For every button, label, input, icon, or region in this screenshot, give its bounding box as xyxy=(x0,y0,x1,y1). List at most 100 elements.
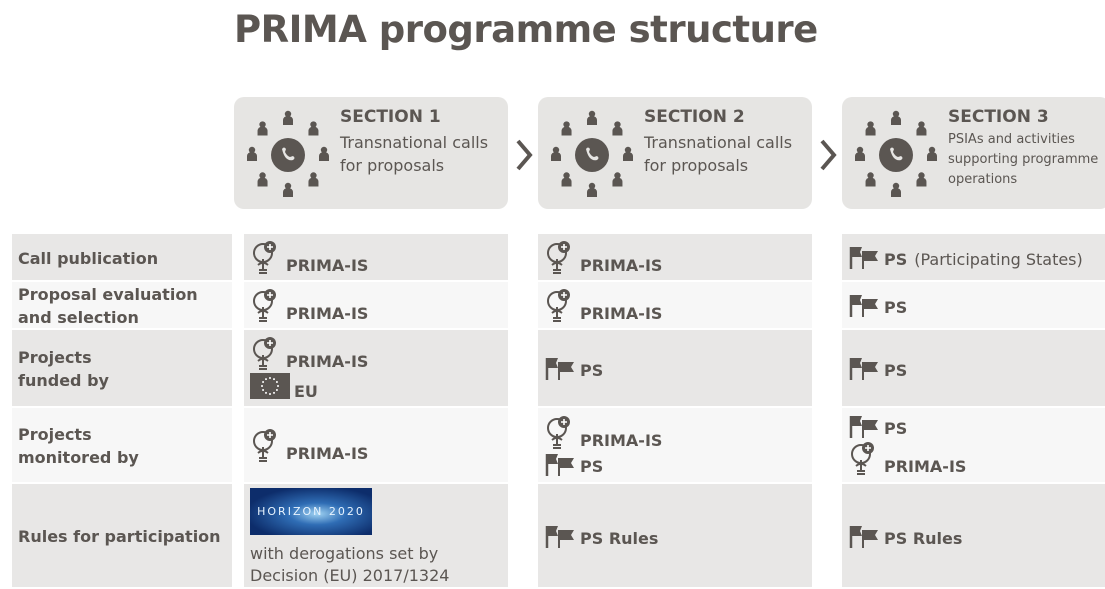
item-text: PRIMA-IS xyxy=(580,304,663,323)
row-label: Rules for participation xyxy=(18,484,221,589)
cell-item: PS xyxy=(544,356,812,380)
prima-icon xyxy=(547,241,570,274)
prima-icon xyxy=(851,442,874,475)
section-label: SECTION 3 xyxy=(948,107,1049,127)
prima-icon xyxy=(253,337,276,370)
flag-icon xyxy=(545,525,574,548)
cell: PS xyxy=(842,282,1105,328)
section-box: SECTION 3 PSIAs and activities supporting … xyxy=(842,97,1105,209)
row-label-line: Rules for participation xyxy=(18,527,221,546)
flag-icon xyxy=(545,454,574,476)
cell-item: PS Rules xyxy=(544,524,812,548)
flag-icon xyxy=(849,525,878,548)
people-icon xyxy=(247,110,329,197)
cell-item: PRIMA-IS xyxy=(250,239,508,275)
prima-icon xyxy=(253,289,276,322)
desc-line: Transnational calls xyxy=(644,133,793,152)
cell-item: PRIMA-IS xyxy=(250,287,508,323)
desc-line: for proposals xyxy=(644,156,749,175)
flag-icon xyxy=(849,295,878,317)
cell-item: PRIMA-IS xyxy=(544,287,812,323)
section-label: SECTION 2 xyxy=(644,107,745,127)
caption: with derogations set by Decision (EU) 20… xyxy=(250,544,450,585)
cell-item: PS xyxy=(848,414,1105,438)
item-note: (Participating States) xyxy=(914,250,1083,269)
cell-item: PS xyxy=(544,452,812,476)
cell: HORIZON 2020 with derogations set by Deci… xyxy=(244,484,508,587)
item-text: PRIMA-IS xyxy=(580,431,663,450)
item-text: PS xyxy=(884,419,908,438)
section-box: SECTION 1 Transnational calls for proposal… xyxy=(234,97,508,209)
row-label-bg xyxy=(12,234,232,280)
section-desc: Transnational calls for proposals xyxy=(644,131,792,177)
item-text: PS xyxy=(884,361,908,380)
section-desc: Transnational calls for proposals xyxy=(340,131,488,177)
item-text: PS xyxy=(884,250,908,269)
row-label: Projects funded by xyxy=(18,330,109,408)
item-text: PRIMA-IS xyxy=(286,444,369,463)
item-text: PS xyxy=(884,298,908,317)
desc-line: supporting programme xyxy=(948,152,1099,167)
item-text: PS Rules xyxy=(884,528,963,548)
row-label-line: monitored by xyxy=(18,448,139,467)
item-text: PRIMA-IS xyxy=(580,256,663,275)
cell: PRIMA-IS xyxy=(538,282,812,328)
item-text: PRIMA-IS xyxy=(286,304,369,323)
flag-icon xyxy=(849,416,878,438)
cell-item: EU xyxy=(250,373,508,401)
cell-item: PRIMA-IS xyxy=(848,440,1105,476)
row-label-bg xyxy=(12,282,232,328)
cell: PS PRIMA-IS xyxy=(842,408,1105,482)
cell-item: PRIMA-IS xyxy=(250,335,508,371)
cell-item: PS (Participating States) xyxy=(848,245,1105,269)
row-label: Proposal evaluation and selection xyxy=(18,282,198,330)
desc-line: for proposals xyxy=(340,156,445,175)
row-label-line: Projects xyxy=(18,348,92,367)
cell: PS xyxy=(538,330,812,406)
item-text: PRIMA-IS xyxy=(884,457,967,476)
row-label-line: Call publication xyxy=(18,248,159,268)
prima-icon xyxy=(253,429,276,462)
cell-item: PRIMA-IS xyxy=(544,414,812,450)
row-label-bg xyxy=(12,408,232,482)
section-desc: PSIAs and activities supporting programme… xyxy=(948,130,1098,190)
item-text: PRIMA-IS xyxy=(286,352,369,371)
people-icon xyxy=(551,110,633,197)
cell: PRIMA-IS xyxy=(244,408,508,482)
prima-icon xyxy=(253,241,276,274)
desc-line: operations xyxy=(948,172,1018,187)
people-icon xyxy=(855,110,937,197)
prima-icon xyxy=(547,289,570,322)
cell: PRIMA-IS PS xyxy=(538,408,812,482)
cell: PS Rules xyxy=(538,484,812,587)
section-box: SECTION 2 Transnational calls for proposal… xyxy=(538,97,812,209)
flag-icon xyxy=(849,358,878,380)
prima-icon xyxy=(547,416,570,449)
cell: PRIMA-IS xyxy=(244,282,508,328)
item-text: PS xyxy=(580,361,604,380)
row-label-line: and selection xyxy=(18,308,139,327)
cell-item: PS xyxy=(848,356,1105,380)
cell: PRIMA-IS xyxy=(244,234,508,280)
item-text: EU xyxy=(294,382,318,401)
item-text: PRIMA-IS xyxy=(286,256,369,275)
item-text: PS xyxy=(580,457,604,476)
row-label-line: Projects xyxy=(18,425,92,444)
cell: PS (Participating States) xyxy=(842,234,1105,280)
desc-line: Transnational calls xyxy=(340,133,489,152)
row-label-bg xyxy=(12,484,232,587)
flag-icon xyxy=(545,358,574,380)
chevron xyxy=(516,139,533,171)
row-label: Call publication xyxy=(18,234,158,282)
cell-item: PS Rules xyxy=(848,524,1105,548)
flag-icon xyxy=(849,247,878,269)
section-label: SECTION 1 xyxy=(340,107,441,127)
cell-item: PRIMA-IS xyxy=(250,427,508,463)
cell-item: PRIMA-IS xyxy=(544,239,812,275)
cell: PRIMA-IS xyxy=(538,234,812,280)
cell: PS Rules xyxy=(842,484,1105,587)
row-label: Projects monitored by xyxy=(18,408,139,484)
row-label-bg xyxy=(12,330,232,406)
row-label-line: Proposal evaluation xyxy=(18,285,198,304)
